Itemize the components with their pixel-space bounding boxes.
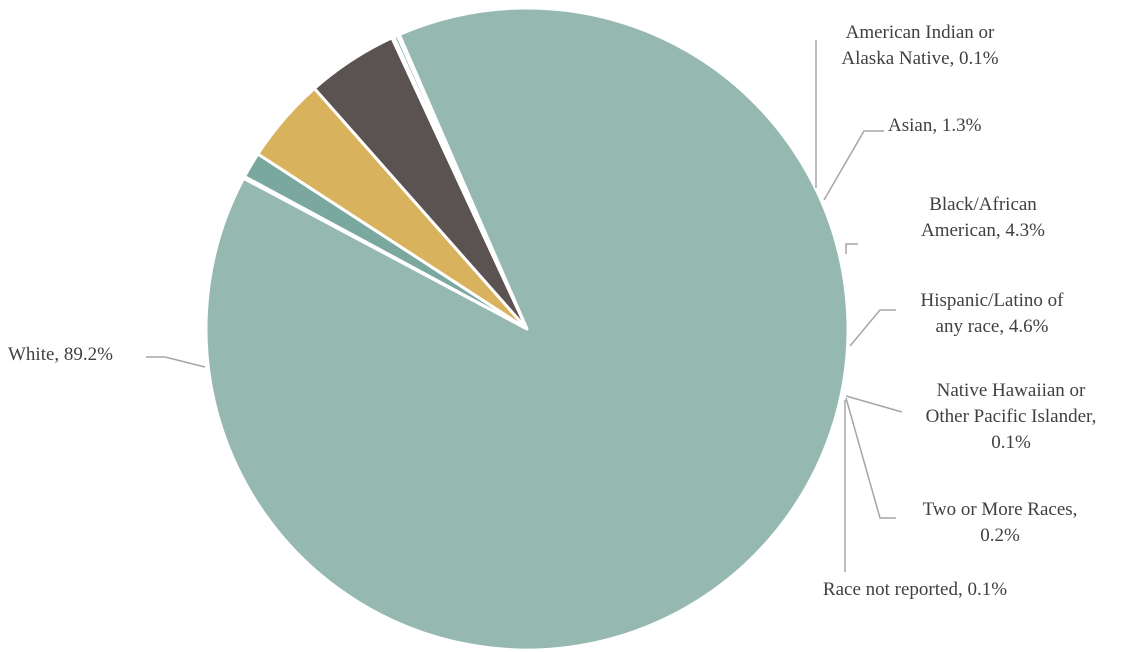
pie-slices <box>204 6 850 652</box>
data-label-line: American, 4.3% <box>921 220 1045 241</box>
leader-line-white <box>146 356 206 368</box>
data-label-line: Race not reported, 0.1% <box>823 579 1007 600</box>
data-label-not-reported: Race not reported, 0.1% <box>823 579 1007 600</box>
data-label-line: Hispanic/Latino of <box>921 290 1065 311</box>
leader-line-black <box>845 243 858 254</box>
data-label-line: Alaska Native, 0.1% <box>841 48 998 69</box>
leader-line-two-or-more <box>845 397 896 519</box>
data-label-native-hawaiian: Native Hawaiian or Other Pacific Islander… <box>926 380 1097 453</box>
data-label-line: 0.1% <box>991 432 1031 453</box>
data-labels: American Indian or Alaska Native, 0.1% Asi… <box>8 22 1096 600</box>
data-label-line: any race, 4.6% <box>936 316 1049 337</box>
data-label-white: White, 89.2% <box>8 344 113 365</box>
leader-line-asian <box>823 130 884 201</box>
data-label-line: Two or More Races, <box>923 499 1078 520</box>
pie-slice-white <box>204 6 850 652</box>
data-label-line: Black/African <box>929 194 1037 215</box>
leader-line-native-hawaiian <box>845 395 903 413</box>
data-label-asian: Asian, 1.3% <box>888 115 982 136</box>
data-label-hispanic: Hispanic/Latino of any race, 4.6% <box>921 290 1065 337</box>
data-label-line: American Indian or <box>846 22 995 43</box>
data-label-black: Black/African American, 4.3% <box>921 194 1045 241</box>
data-label-line: 0.2% <box>980 525 1020 546</box>
data-label-american-indian: American Indian or Alaska Native, 0.1% <box>841 22 998 69</box>
leader-lines <box>146 40 903 572</box>
data-label-line: White, 89.2% <box>8 344 113 365</box>
leader-line-hispanic <box>849 309 896 347</box>
data-label-line: Asian, 1.3% <box>888 115 982 136</box>
data-label-line: Other Pacific Islander, <box>926 406 1097 427</box>
data-label-two-or-more: Two or More Races, 0.2% <box>923 499 1078 546</box>
data-label-line: Native Hawaiian or <box>937 380 1086 401</box>
